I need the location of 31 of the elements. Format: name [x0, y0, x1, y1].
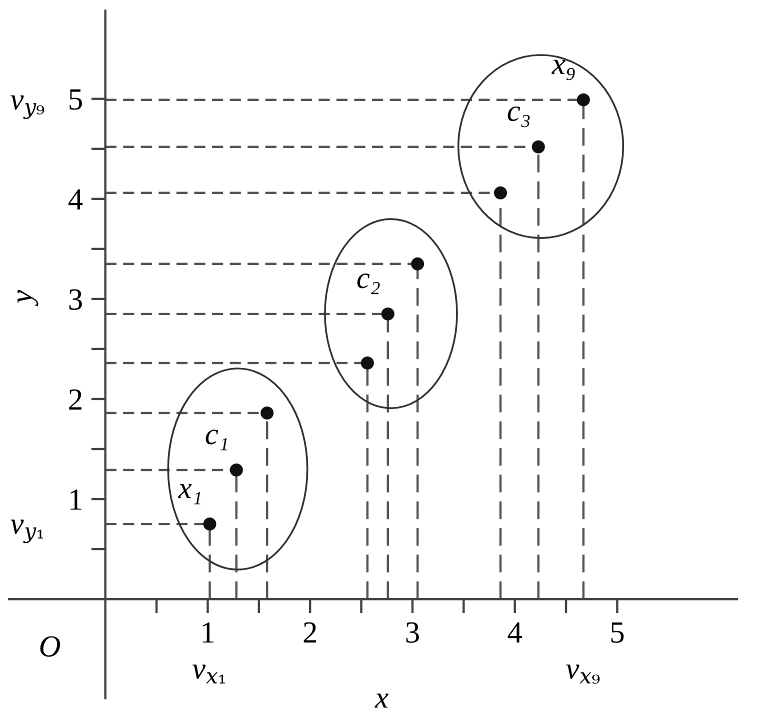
x-axis-title: x [374, 694, 388, 708]
x-tick-label: 1 [202, 622, 214, 643]
x-tick-label: 5 [611, 622, 624, 643]
x-tick-label: 3 [406, 622, 419, 643]
x-tick-label: 2 [304, 622, 316, 643]
y-tick-label: 3 [69, 289, 82, 310]
y-axis-title: y [18, 290, 38, 306]
point [360, 356, 374, 370]
point [532, 140, 545, 154]
annotation: v$_{y₉}$ [10, 95, 44, 119]
annotation: x₁ [178, 484, 200, 504]
annotation: v$_{x₉}$ [566, 664, 600, 684]
annotation: x₉ [552, 60, 575, 80]
annotation: v$_{x₁}$ [192, 664, 225, 684]
annotation: v$_{y₁}$ [10, 520, 44, 544]
point [230, 464, 243, 477]
annotation: O [40, 636, 60, 657]
annotation: c₁ [206, 430, 228, 450]
y-tick-label: 5 [70, 89, 82, 110]
point [494, 186, 508, 200]
point [203, 518, 216, 531]
point [260, 406, 274, 420]
y-tick-label: 2 [69, 389, 82, 410]
x-tick-label: 4 [508, 622, 522, 643]
y-tick-label: 1 [70, 489, 82, 510]
y-tick-label: 4 [68, 189, 83, 210]
point [381, 307, 394, 320]
annotation: c₃ [508, 106, 530, 128]
annotation: c₂ [357, 274, 380, 294]
point [411, 257, 424, 270]
point [576, 93, 590, 106]
